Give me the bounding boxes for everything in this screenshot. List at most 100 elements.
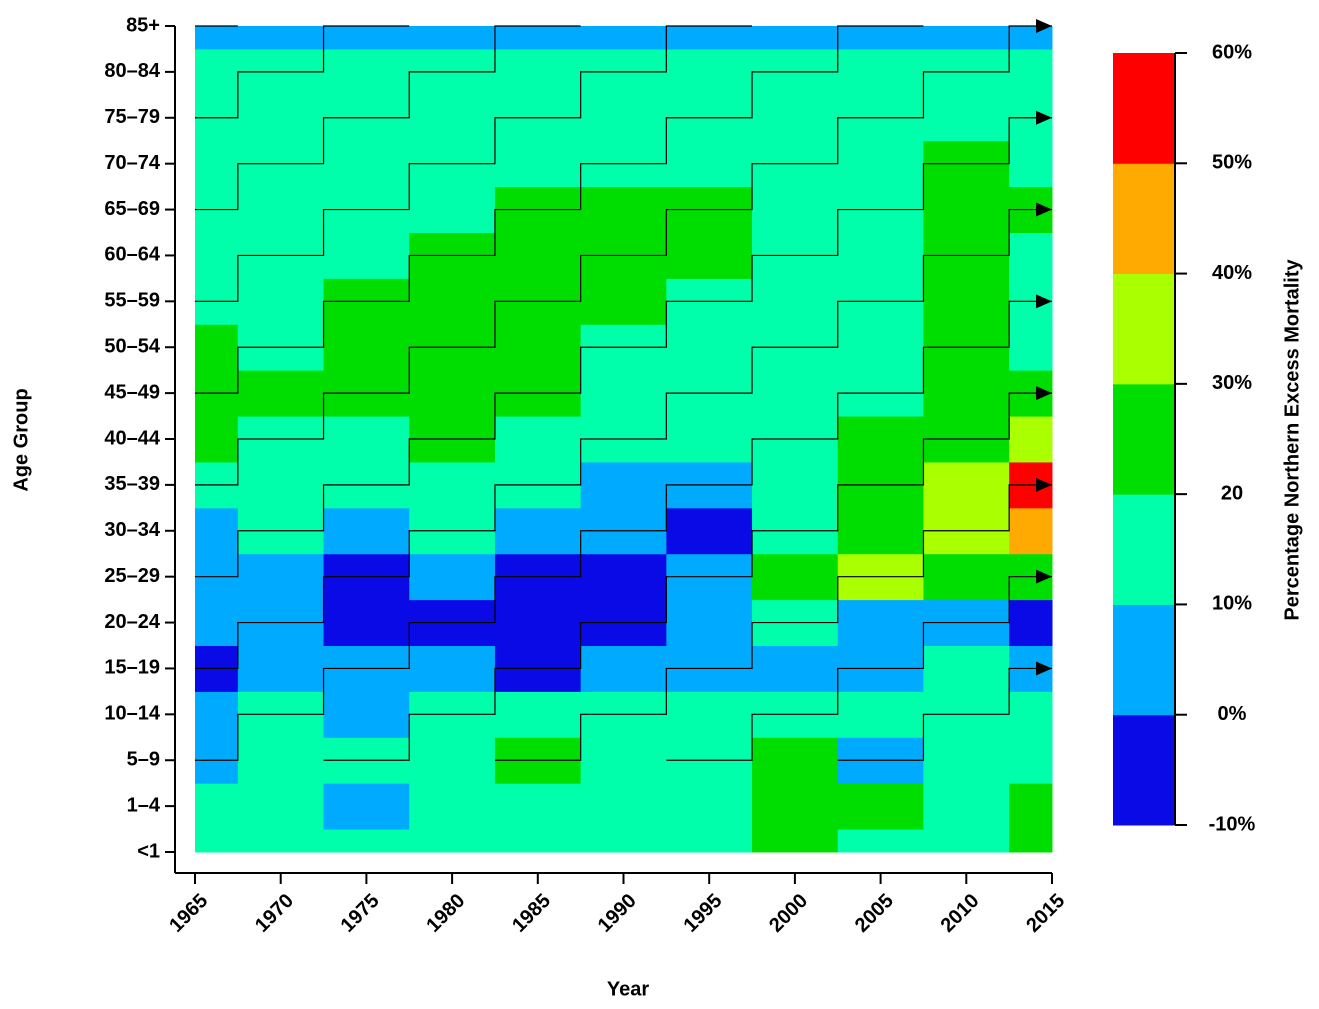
heat-cell: [923, 829, 1010, 853]
heat-cell: [1009, 507, 1053, 555]
heat-cell: [195, 324, 239, 371]
y-tick-label: 10–14: [104, 703, 160, 725]
heat-cell: [1009, 140, 1053, 188]
colorbar-tick-label: 10%: [1212, 593, 1252, 615]
heat-cell: [1009, 783, 1053, 830]
heat-cell: [580, 278, 667, 325]
colorbar-tick-label: 30%: [1212, 372, 1252, 394]
colorbar-tick-label: 20: [1221, 482, 1243, 504]
colorbar-tick-label: 50%: [1212, 152, 1252, 174]
heat-cell: [323, 829, 410, 853]
heat-cell: [494, 783, 582, 830]
heat-cell: [666, 232, 753, 279]
heat-cell: [837, 232, 924, 279]
heat-cell: [323, 48, 410, 96]
heat-cell: [580, 186, 667, 233]
y-tick-label: 40–44: [104, 427, 160, 449]
colorbar-label: Percentage Northern Excess Mortality: [1281, 259, 1303, 621]
heat-cell: [494, 416, 582, 463]
x-tick-label: 1965: [165, 890, 212, 937]
x-tick-label: 2015: [1022, 890, 1069, 937]
heat-cell: [752, 26, 839, 50]
heat-cell: [923, 645, 1010, 692]
heat-cell: [923, 186, 1010, 233]
heat-cell: [195, 829, 239, 853]
heat-cell: [494, 691, 582, 738]
heat-cell: [323, 140, 410, 188]
colorbar-swatch: [1113, 163, 1175, 275]
colorbar-tick-label: 60%: [1212, 41, 1252, 63]
heat-cell: [195, 691, 239, 738]
heat-cell: [323, 691, 410, 738]
heat-cell: [237, 278, 325, 325]
heat-cell: [409, 553, 496, 601]
heat-cell: [837, 416, 924, 463]
heat-cell: [837, 324, 924, 371]
heat-cell: [923, 553, 1010, 601]
heat-cell: [195, 783, 239, 830]
y-tick-label: 60–64: [104, 244, 160, 266]
heat-cell: [409, 829, 496, 853]
y-axis-label: Age Group: [10, 388, 32, 491]
cohort-line: [195, 300, 1052, 761]
colorbar-tick-label: 0%: [1218, 703, 1247, 725]
heat-cell: [580, 461, 667, 509]
heat-cell: [195, 26, 239, 50]
heat-cell: [752, 278, 839, 325]
heat-cell: [1009, 324, 1053, 371]
heat-cell: [752, 783, 839, 830]
heat-cell: [195, 140, 239, 188]
y-tick-label: 50–54: [104, 336, 160, 358]
cohort-arrow: [1036, 110, 1052, 125]
y-tick-label: 35–39: [104, 473, 160, 495]
heat-cell: [1009, 232, 1053, 279]
cohort-arrow: [1036, 569, 1052, 584]
heat-cell: [409, 26, 496, 50]
heat-cell: [837, 26, 924, 50]
cohort-line: [195, 208, 1052, 670]
heat-cell: [923, 370, 1010, 417]
cohort-line: [195, 117, 1052, 578]
heat-cell: [1009, 691, 1053, 738]
x-tick-label: 2010: [937, 890, 984, 937]
heat-cell: [195, 599, 239, 646]
cohort-arrow: [1036, 477, 1052, 492]
colorbar-tick-label: -10%: [1209, 813, 1256, 835]
heat-cell: [752, 737, 839, 784]
heat-cell: [923, 461, 1010, 509]
cohort-line: [494, 484, 1052, 761]
cohort-line: [195, 25, 581, 211]
heat-cell: [494, 599, 582, 646]
heat-cell: [666, 416, 753, 463]
y-tick-label: 45–49: [104, 381, 160, 403]
x-tick-label: 2005: [851, 890, 898, 937]
colorbar-swatch: [1113, 494, 1175, 605]
heat-cell: [752, 645, 839, 692]
x-tick-label: 1995: [679, 890, 726, 937]
cohort-line: [195, 25, 410, 119]
heat-cell: [580, 26, 667, 50]
heat-cell: [237, 829, 325, 853]
heat-cell: [323, 416, 410, 463]
heat-cell: [195, 507, 239, 555]
heat-cell: [666, 324, 753, 371]
heat-cell: [323, 26, 410, 50]
heat-cell: [409, 645, 496, 692]
y-tick-label: 80–84: [104, 60, 160, 82]
heat-cell: [494, 140, 582, 188]
heat-cell: [923, 278, 1010, 325]
heat-cell: [409, 737, 496, 784]
cohort-arrow: [1036, 386, 1052, 401]
heat-cell: [666, 783, 753, 830]
heat-cell: [323, 324, 410, 371]
heat-cell: [923, 737, 1010, 784]
heat-cell: [666, 26, 753, 50]
heat-cell: [494, 48, 582, 96]
y-tick-label: 20–24: [104, 611, 160, 633]
y-tick-label: 55–59: [104, 290, 160, 312]
x-tick-label: 1980: [422, 890, 469, 937]
heat-cell: [323, 599, 410, 646]
cohort-line: [195, 25, 924, 394]
